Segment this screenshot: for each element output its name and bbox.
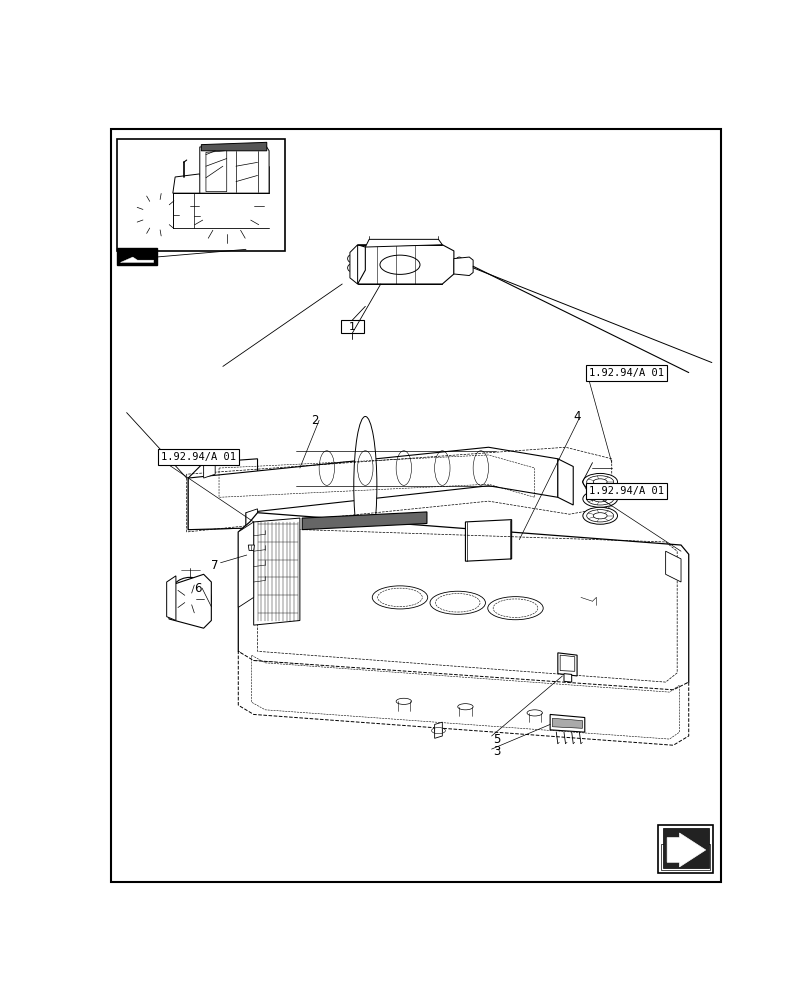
- Ellipse shape: [593, 479, 607, 485]
- Text: 1.92.94/A 01: 1.92.94/A 01: [161, 452, 236, 462]
- Ellipse shape: [582, 507, 616, 524]
- Polygon shape: [206, 151, 226, 192]
- Polygon shape: [551, 718, 581, 728]
- Polygon shape: [665, 551, 680, 582]
- Polygon shape: [560, 655, 574, 671]
- Polygon shape: [564, 674, 571, 682]
- Polygon shape: [550, 714, 584, 732]
- Polygon shape: [120, 257, 153, 262]
- Polygon shape: [201, 142, 267, 151]
- Polygon shape: [200, 145, 268, 193]
- Text: 5: 5: [492, 733, 500, 746]
- Polygon shape: [253, 518, 299, 625]
- Text: 4: 4: [573, 410, 580, 423]
- Polygon shape: [166, 576, 176, 620]
- Polygon shape: [465, 520, 511, 561]
- Polygon shape: [660, 844, 710, 870]
- Bar: [118, 139, 285, 251]
- Circle shape: [153, 211, 161, 219]
- Polygon shape: [238, 651, 688, 745]
- Polygon shape: [453, 257, 473, 276]
- Ellipse shape: [593, 513, 607, 519]
- Ellipse shape: [582, 473, 616, 490]
- Circle shape: [221, 200, 233, 212]
- Polygon shape: [246, 509, 257, 528]
- Ellipse shape: [380, 255, 419, 274]
- Circle shape: [168, 577, 211, 620]
- Polygon shape: [188, 459, 257, 530]
- Ellipse shape: [354, 416, 376, 555]
- Polygon shape: [173, 174, 204, 193]
- Text: 1.92.94/A 01: 1.92.94/A 01: [588, 368, 663, 378]
- Circle shape: [183, 593, 195, 605]
- Polygon shape: [350, 245, 357, 284]
- Circle shape: [174, 584, 205, 614]
- Polygon shape: [357, 245, 453, 284]
- Text: 7: 7: [211, 559, 218, 572]
- Polygon shape: [365, 239, 442, 247]
- Polygon shape: [434, 722, 442, 738]
- Polygon shape: [238, 522, 253, 607]
- Text: 3: 3: [492, 745, 500, 758]
- Bar: [341, 320, 363, 333]
- Text: 1.92.94/A 01: 1.92.94/A 01: [588, 486, 663, 496]
- Polygon shape: [557, 459, 573, 505]
- Polygon shape: [188, 447, 557, 530]
- Polygon shape: [302, 512, 427, 530]
- Polygon shape: [238, 513, 688, 694]
- Text: 6: 6: [194, 582, 202, 595]
- Polygon shape: [248, 545, 254, 550]
- Ellipse shape: [593, 496, 607, 502]
- Text: 1: 1: [348, 322, 355, 332]
- Polygon shape: [662, 828, 708, 868]
- Ellipse shape: [582, 490, 616, 507]
- Polygon shape: [169, 574, 211, 628]
- Polygon shape: [204, 459, 215, 478]
- Text: 2: 2: [311, 414, 319, 427]
- Bar: [118, 248, 157, 265]
- Polygon shape: [667, 833, 705, 867]
- Polygon shape: [557, 653, 577, 676]
- Bar: [657, 825, 713, 873]
